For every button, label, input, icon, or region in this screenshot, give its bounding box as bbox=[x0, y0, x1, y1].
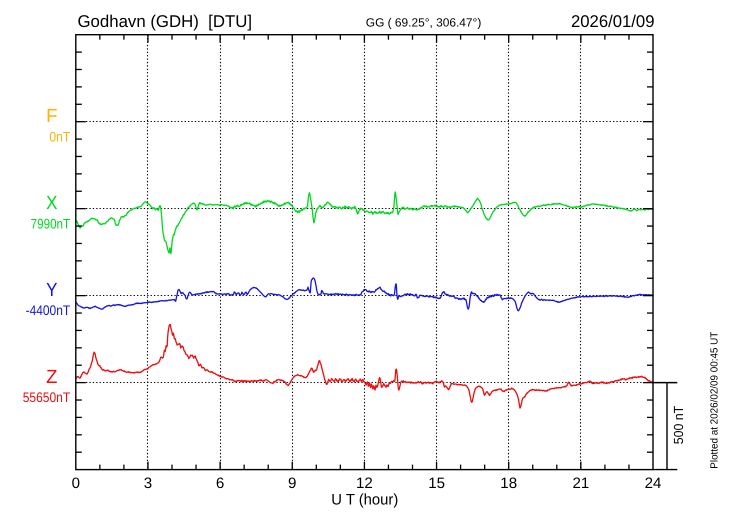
svg-text:500 nT: 500 nT bbox=[671, 406, 686, 445]
svg-text:12: 12 bbox=[356, 475, 373, 492]
svg-text:55650nT: 55650nT bbox=[23, 389, 71, 405]
svg-text:U T (hour): U T (hour) bbox=[331, 491, 398, 508]
svg-text:Godhavn (GDH) [DTU]: Godhavn (GDH) [DTU] bbox=[78, 12, 253, 31]
svg-text:21: 21 bbox=[573, 475, 590, 492]
svg-text:18: 18 bbox=[500, 475, 517, 492]
svg-text:F: F bbox=[46, 106, 57, 127]
svg-text:Y: Y bbox=[46, 280, 58, 301]
svg-text:GG ( 69.25°, 306.47°): GG ( 69.25°, 306.47°) bbox=[366, 16, 482, 30]
svg-text:6: 6 bbox=[216, 475, 224, 492]
svg-text:-4400nT: -4400nT bbox=[26, 302, 71, 318]
svg-text:0: 0 bbox=[72, 475, 80, 492]
svg-text:24: 24 bbox=[645, 475, 662, 492]
svg-text:Plotted at 2026/02/09 00:45 UT: Plotted at 2026/02/09 00:45 UT bbox=[710, 331, 721, 469]
svg-text:X: X bbox=[46, 193, 58, 214]
svg-text:9: 9 bbox=[288, 475, 296, 492]
svg-text:2026/01/09: 2026/01/09 bbox=[571, 12, 655, 31]
svg-text:Z: Z bbox=[46, 367, 58, 388]
svg-text:7990nT: 7990nT bbox=[31, 215, 71, 231]
svg-text:15: 15 bbox=[428, 475, 445, 492]
svg-text:3: 3 bbox=[144, 475, 152, 492]
svg-text:0nT: 0nT bbox=[49, 128, 70, 144]
